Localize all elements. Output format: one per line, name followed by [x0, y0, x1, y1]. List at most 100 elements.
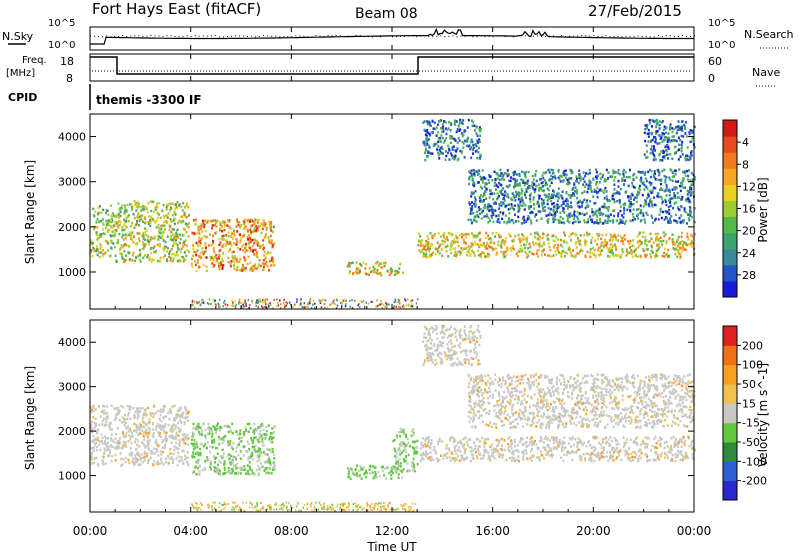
data-cell	[256, 255, 259, 259]
data-cell	[650, 182, 653, 185]
data-cell	[677, 235, 680, 239]
data-cell	[227, 466, 230, 470]
data-cell	[541, 174, 544, 177]
data-cell	[249, 268, 252, 272]
data-cell	[526, 181, 529, 184]
data-cell	[171, 259, 174, 263]
data-cell	[204, 434, 207, 438]
data-cell	[171, 244, 174, 248]
data-cell	[552, 254, 555, 257]
data-cell	[128, 434, 131, 437]
data-cell	[112, 214, 115, 218]
data-cell	[381, 469, 384, 472]
data-cell	[637, 213, 639, 216]
data-cell	[589, 255, 592, 258]
data-cell	[485, 236, 488, 240]
data-cell	[223, 299, 226, 302]
data-cell	[118, 219, 121, 223]
data-cell	[136, 232, 139, 235]
data-cell	[223, 463, 226, 466]
data-cell	[610, 247, 613, 250]
data-cell	[355, 474, 358, 478]
nsearch-dot	[351, 36, 353, 37]
data-cell	[106, 223, 109, 227]
data-cell	[462, 122, 464, 125]
data-cell	[177, 409, 180, 413]
data-cell	[157, 462, 160, 466]
data-cell	[159, 450, 162, 453]
data-cell	[93, 406, 95, 409]
data-cell	[226, 240, 229, 244]
data-cell	[203, 250, 206, 254]
data-cell	[633, 249, 636, 252]
data-cell	[350, 467, 353, 470]
data-cell	[123, 244, 126, 247]
data-cell	[489, 205, 492, 208]
data-cell	[623, 206, 626, 210]
data-cell	[233, 267, 236, 270]
data-cell	[548, 245, 551, 249]
data-cell	[639, 211, 642, 215]
data-cell	[546, 254, 549, 257]
data-cell	[221, 266, 224, 269]
data-cell	[116, 413, 119, 416]
data-cell	[244, 298, 246, 301]
data-cell	[506, 174, 509, 178]
data-cell	[374, 466, 377, 469]
data-cell	[380, 302, 383, 305]
data-cell	[666, 149, 668, 153]
data-cell	[665, 203, 668, 207]
data-cell	[498, 202, 501, 206]
data-cell	[93, 228, 95, 231]
data-cell	[616, 254, 619, 258]
data-cell	[497, 240, 500, 243]
data-cell	[190, 442, 193, 445]
data-cell	[239, 450, 242, 453]
data-cell	[653, 145, 655, 148]
data-cell	[395, 305, 397, 308]
data-cell	[608, 247, 611, 250]
data-cell	[97, 428, 100, 431]
nsearch-dot	[661, 36, 663, 38]
data-cell	[146, 406, 149, 410]
data-cell	[260, 300, 262, 303]
data-cell	[197, 255, 200, 258]
data-cell	[497, 243, 500, 247]
data-cell	[478, 208, 481, 212]
data-cell	[270, 264, 273, 267]
data-cell	[602, 212, 605, 216]
data-cell	[645, 200, 647, 203]
data-cell	[194, 251, 197, 254]
data-cell	[270, 437, 273, 441]
data-cell	[621, 240, 624, 243]
data-cell	[121, 246, 124, 249]
data-cell	[483, 215, 486, 218]
data-cell	[248, 465, 251, 469]
data-cell	[115, 412, 118, 416]
data-cell	[178, 430, 181, 433]
data-cell	[431, 243, 434, 246]
data-cell	[614, 245, 617, 249]
data-cell	[173, 428, 176, 431]
data-cell	[156, 216, 159, 220]
data-cell	[583, 190, 586, 193]
data-cell	[589, 171, 592, 175]
nsearch-dot	[645, 35, 647, 37]
data-cell	[544, 171, 546, 175]
data-cell	[111, 234, 114, 237]
data-cell	[434, 252, 437, 256]
data-cell	[223, 466, 226, 469]
data-cell	[138, 215, 141, 219]
data-cell	[663, 125, 666, 128]
data-cell	[153, 452, 156, 455]
data-cell	[195, 253, 198, 257]
data-cell	[166, 258, 168, 261]
data-cell	[265, 472, 268, 475]
data-cell	[244, 243, 247, 246]
data-cell	[182, 462, 185, 465]
data-cell	[455, 253, 458, 256]
data-cell	[212, 249, 215, 252]
data-cell	[552, 217, 555, 220]
data-cell	[192, 304, 194, 306]
